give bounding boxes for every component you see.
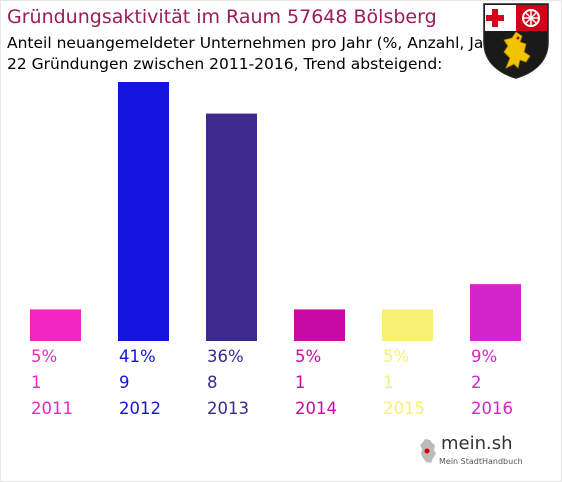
branding-logo: mein.sh <box>441 433 513 454</box>
bar-2014 <box>294 309 345 341</box>
bar-2012 <box>118 82 169 341</box>
bar-2016 <box>470 284 521 341</box>
bar-2013 <box>206 113 257 342</box>
year-label-2011: 2011 <box>31 399 73 418</box>
branding-tagline: Mein StadtHandbuch <box>439 457 523 466</box>
percent-label-2013: 36% <box>207 347 244 366</box>
chart-subtitle-line1: Anteil neuangemeldeter Unternehmen pro J… <box>7 34 506 52</box>
chart-subtitle-line2: 22 Gründungen zwischen 2011-2016, Trend … <box>7 55 443 73</box>
percent-label-2011: 5% <box>31 347 58 366</box>
year-label-2012: 2012 <box>119 399 161 418</box>
count-label-2013: 8 <box>207 373 218 392</box>
count-label-2012: 9 <box>119 373 130 392</box>
year-label-2016: 2016 <box>471 399 513 418</box>
percent-label-2012: 41% <box>119 347 156 366</box>
bar-2015 <box>382 309 433 341</box>
chart-title: Gründungsaktivität im Raum 57648 Bölsber… <box>7 6 437 28</box>
year-label-2015: 2015 <box>383 399 425 418</box>
percent-label-2014: 5% <box>295 347 322 366</box>
count-label-2014: 1 <box>295 373 306 392</box>
count-label-2011: 1 <box>31 373 42 392</box>
year-label-2014: 2014 <box>295 399 337 418</box>
count-label-2016: 2 <box>471 373 482 392</box>
year-label-2013: 2013 <box>207 399 249 418</box>
branding-badge[interactable]: mein.sh Mein StadtHandbuch <box>415 433 525 471</box>
rhineland-palatinate-coat-of-arms-icon <box>483 3 549 79</box>
count-label-2015: 1 <box>383 373 394 392</box>
percent-label-2015: 5% <box>383 347 410 366</box>
germany-map-icon <box>420 439 436 463</box>
percent-label-2016: 9% <box>471 347 498 366</box>
bar-2011 <box>30 309 81 341</box>
